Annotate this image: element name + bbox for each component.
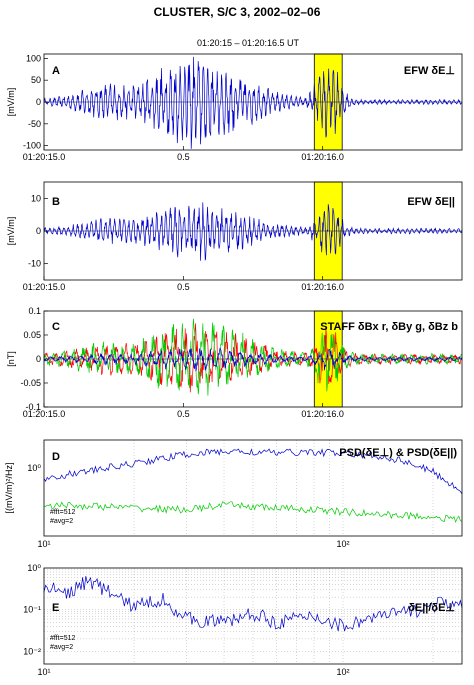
xtick-label: 10¹ xyxy=(37,539,50,549)
panel-b-frame xyxy=(43,181,463,281)
panel-d-frame xyxy=(43,439,463,537)
panel-d-letter: D xyxy=(52,451,60,463)
xtick-label: 0.5 xyxy=(177,409,190,419)
panel-c: C STAFF δBx r, δBy g, δBz b [nT] 0.1 0.05 0 -0… xyxy=(6,306,463,419)
figure-subtitle: 01:20:15 – 01:20:16.5 UT xyxy=(197,38,300,48)
ytick-label: 10 xyxy=(31,193,41,203)
panel-b-annotation: EFW δE|| xyxy=(407,196,455,208)
xtick-label: 10¹ xyxy=(37,667,50,677)
ytick-label: 0 xyxy=(36,354,41,364)
panel-d-annotation: PSD(δE⊥) & PSD(δE||) xyxy=(339,447,457,459)
xtick-label: 01:20:16.0 xyxy=(301,152,344,162)
ytick-label: 10⁻¹ xyxy=(23,605,41,615)
xtick-label: 10² xyxy=(337,539,350,549)
panel-b-ylabel: [mV/m] xyxy=(6,217,16,246)
ytick-label: -100 xyxy=(23,141,41,151)
panel-c-annotation: STAFF δBx r, δBy g, δBz b xyxy=(320,321,458,333)
panel-a-frame xyxy=(43,53,463,151)
panel-a-annotation: EFW δE⊥ xyxy=(404,65,455,77)
panel-e-note-fft: #fft=512 xyxy=(50,635,75,642)
panel-a-ylabel: [mV/m] xyxy=(6,88,16,117)
xtick-label: 01:20:15.0 xyxy=(23,152,66,162)
panel-d-note-fft: #fft=512 xyxy=(50,509,75,516)
ytick-label: 100 xyxy=(26,53,41,63)
xtick-label: 01:20:16.0 xyxy=(301,409,344,419)
ytick-label: 10⁰ xyxy=(27,563,41,573)
panel-b: B EFW δE|| [mV/m] 10 0 -10 01:20:15.0 0.5 01:20:… xyxy=(6,181,463,292)
series-line xyxy=(43,202,463,261)
panel-d-ylabel: [(mV/m)²/Hz] xyxy=(4,463,14,514)
ytick-label: 0 xyxy=(36,97,41,107)
panel-d-note-avg: #avg=2 xyxy=(50,518,73,525)
ytick-label: 0 xyxy=(36,226,41,236)
ytick-label: 50 xyxy=(31,75,41,85)
xtick-label: 01:20:15.0 xyxy=(23,409,66,419)
ytick-label: 0.05 xyxy=(23,330,41,340)
series-line xyxy=(43,448,463,495)
xtick-label: 01:20:16.0 xyxy=(301,282,344,292)
panel-a-letter: A xyxy=(52,65,60,77)
series-line xyxy=(43,56,463,149)
panel-d: D PSD(δE⊥) & PSD(δE||) [(mV/m)²/Hz] #fft=51… xyxy=(4,439,463,549)
panel-e-letter: E xyxy=(52,602,59,614)
panel-e-annotation: δE||/δE⊥ xyxy=(408,602,455,614)
xtick-label: 0.5 xyxy=(177,152,190,162)
xtick-label: 10² xyxy=(337,667,350,677)
xtick-label: 01:20:15.0 xyxy=(23,282,66,292)
panel-c-letter: C xyxy=(52,321,60,333)
figure-title: CLUSTER, S/C 3, 2002–02–06 xyxy=(154,5,321,19)
series-line xyxy=(43,347,463,372)
ytick-label: 10⁰ xyxy=(27,463,41,473)
panel-e-note-avg: #avg=2 xyxy=(50,644,73,651)
ytick-label: 0.1 xyxy=(28,306,41,316)
series-line xyxy=(43,323,463,393)
ytick-label: -50 xyxy=(28,119,41,129)
xtick-label: 0.5 xyxy=(177,282,190,292)
series-line xyxy=(43,576,463,632)
ytick-label: 10⁻² xyxy=(23,646,41,656)
panel-e-frame xyxy=(43,567,463,665)
series-line xyxy=(43,501,463,524)
panel-c-frame xyxy=(43,310,463,408)
panel-b-letter: B xyxy=(52,196,60,208)
ytick-label: -0.1 xyxy=(25,402,41,412)
series-line xyxy=(43,318,463,396)
ytick-label: -0.05 xyxy=(20,378,41,388)
ytick-label: -10 xyxy=(28,259,41,269)
panel-c-ylabel: [nT] xyxy=(6,351,16,367)
